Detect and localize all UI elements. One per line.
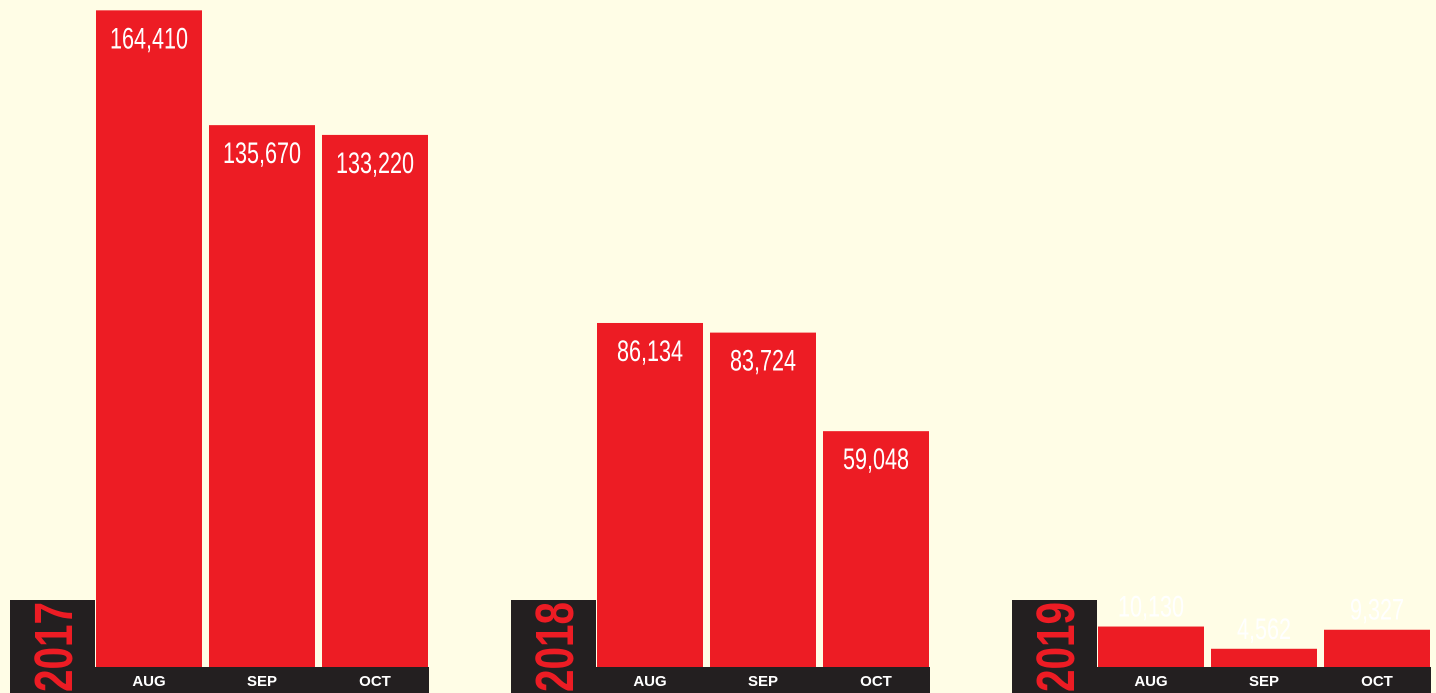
bar xyxy=(1324,629,1430,667)
category-label: SEP xyxy=(748,673,778,690)
category-strip xyxy=(1097,667,1431,693)
value-label: 4,562 xyxy=(1237,611,1291,645)
year-box xyxy=(511,600,596,693)
category-strip xyxy=(596,667,930,693)
value-label: 164,410 xyxy=(110,21,188,55)
category-label: AUG xyxy=(1134,673,1167,690)
category-label: SEP xyxy=(1249,673,1279,690)
bar xyxy=(209,125,315,668)
bar xyxy=(597,322,703,667)
category-label: OCT xyxy=(860,673,892,690)
year-label: 2018 xyxy=(525,602,585,692)
year-box xyxy=(1012,600,1097,693)
value-label: 59,048 xyxy=(843,442,909,476)
bar xyxy=(710,332,816,667)
value-label: 133,220 xyxy=(336,145,414,179)
value-label: 10,130 xyxy=(1118,589,1184,623)
bar xyxy=(823,431,929,667)
bar xyxy=(1211,648,1317,667)
category-strip xyxy=(95,667,429,693)
year-label: 2017 xyxy=(24,602,84,692)
category-label: OCT xyxy=(1361,673,1393,690)
bar xyxy=(322,134,428,667)
value-label: 9,327 xyxy=(1350,592,1404,626)
bar xyxy=(96,10,202,668)
value-label: 135,670 xyxy=(223,136,301,170)
year-label: 2019 xyxy=(1026,602,1086,692)
bar xyxy=(1098,626,1204,667)
value-label: 86,134 xyxy=(617,333,683,367)
category-label: AUG xyxy=(633,673,666,690)
category-label: SEP xyxy=(247,673,277,690)
year-box xyxy=(10,600,95,693)
category-label: AUG xyxy=(132,673,165,690)
value-label: 83,724 xyxy=(730,343,796,377)
category-label: OCT xyxy=(359,673,391,690)
